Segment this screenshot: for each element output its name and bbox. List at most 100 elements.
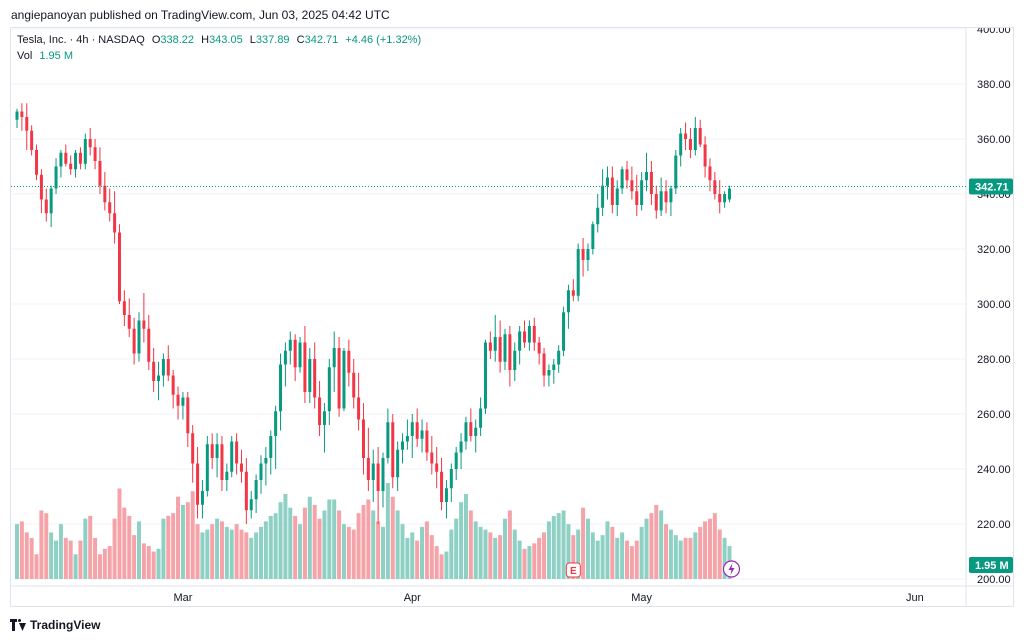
candle-body [352,372,356,398]
candle-body [376,463,380,491]
candle-body [269,436,273,458]
volume-bar [161,518,166,579]
volume-bar [478,526,483,579]
volume-bar [93,537,98,579]
candle-body [596,207,600,225]
volume-bar [512,529,517,579]
volume-bar [625,540,629,579]
candle-body [493,337,497,351]
volume-bar [507,510,512,579]
candle-body [337,348,341,409]
volume-bar [439,554,444,579]
volume-bar [356,513,361,579]
candle-body [49,188,53,214]
candle-body [581,249,585,260]
candle-body [342,350,346,409]
volume-bar [83,518,88,579]
legend-open-label: O [151,34,161,46]
candle-body [30,130,34,150]
volume-bar [205,529,210,579]
candle-body [576,249,580,296]
chart-legend: Tesla, Inc. · 4h · NASDAQ O338.22 H343.0… [17,32,421,64]
volume-bar [122,507,127,579]
volume-bar [68,540,73,579]
volume-bar [29,537,34,579]
volume-bar [698,526,703,579]
candle-body [69,163,73,170]
candle-body [381,458,385,491]
candle-body [513,350,517,370]
candle-body [547,370,551,376]
candle-body [54,166,58,189]
volume-bar [337,510,342,579]
candle-body [98,161,102,186]
legend-symbol[interactable]: Tesla, Inc. · 4h · NASDAQ [17,34,145,46]
candle-body [693,128,697,150]
candle-body [645,172,649,181]
candle-body [566,290,570,313]
legend-ohlc-row: Tesla, Inc. · 4h · NASDAQ O338.22 H343.0… [17,32,421,48]
candle-body [83,139,87,164]
volume-bar [376,521,381,579]
volume-bar [302,507,307,579]
legend-low-value: 337.89 [255,34,290,46]
legend-open-value: 338.22 [160,34,195,46]
volume-bar [112,518,117,579]
candle-body [430,452,434,464]
candle-body [44,199,48,214]
volume-bar [429,535,434,579]
volume-bar [273,513,278,579]
candle-body [361,419,365,458]
volume-bar [532,543,537,579]
legend-high-label: H [201,34,210,46]
last-price-label: 342.71 [975,182,1009,194]
candle-body [557,350,561,365]
candle-body [59,152,63,167]
last-volume-label: 1.95 M [975,560,1009,572]
chart-frame: 200.00 220.00 240.00 260.00 280.00 300.00 320.… [10,27,1014,607]
y-tick-label: 260.00 [977,409,1011,421]
volume-bar [73,554,78,579]
footer-brand[interactable]: TradingView [10,618,100,632]
candle-body [113,213,117,233]
volume-bar [546,521,551,579]
candle-body [518,331,522,351]
volume-bar [459,502,464,579]
candle-body [708,166,712,181]
publisher-line: angiepanoyan published on TradingView.co… [11,8,390,22]
volume-bar [717,529,722,579]
volume-bar [78,540,83,579]
candle-body [259,463,263,480]
y-tick-label: 320.00 [977,244,1011,256]
x-tick-label: Jun [906,592,924,604]
legend-low-label: L [249,34,256,46]
volume-bar [688,537,693,579]
candle-body [318,397,322,425]
candle-body [171,375,175,395]
earnings-marker-text: E [570,566,577,577]
volume-bar [185,502,190,579]
candle-body [74,152,78,170]
volume-bar [249,537,254,579]
candle-body [371,463,375,480]
volume-bar [493,537,498,579]
y-tick-label: 280.00 [977,354,1011,366]
legend-close-value: 342.71 [304,34,339,46]
candle-body [386,422,390,458]
volume-bar [600,535,605,579]
candle-body [78,152,82,164]
candle-body [288,339,292,351]
candle-body [64,152,68,164]
candle-body [498,337,502,362]
volume-bar [390,496,395,579]
volume-bar [551,515,556,579]
volume-bar [278,502,283,579]
candle-body [703,144,707,167]
candlestick-chart[interactable]: 200.00 220.00 240.00 260.00 280.00 300.00 320.… [11,28,1013,606]
volume-bar [224,526,229,579]
candle-body [552,364,556,370]
volume-bar [424,521,429,579]
volume-bar [322,510,327,579]
candle-body [527,326,531,343]
x-tick-label: Mar [173,592,192,604]
